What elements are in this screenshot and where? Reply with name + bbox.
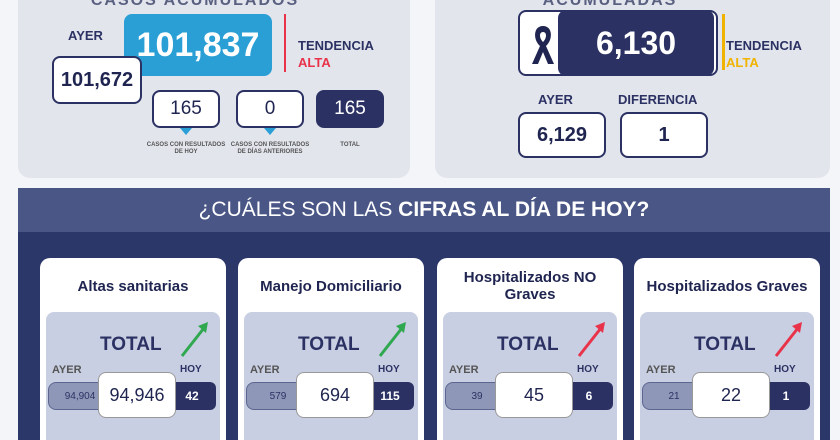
hoy-label: HOY bbox=[378, 364, 400, 375]
card-title: Hospitalizados Graves bbox=[646, 277, 808, 295]
ayer-label: AYER bbox=[449, 364, 479, 376]
trend-line bbox=[722, 14, 725, 70]
ayer-label: AYER bbox=[52, 364, 82, 376]
trend-value: ALTA bbox=[298, 55, 331, 70]
card: Hospitalizados NO Graves TOTAL AYER HOY 39 6 4… bbox=[437, 258, 623, 440]
hoy-label: HOY bbox=[577, 364, 599, 375]
cases-ayer: 101,672 bbox=[52, 56, 142, 104]
deaths-ayer: 6,129 bbox=[518, 112, 606, 158]
trend-label: TENDENCIA bbox=[298, 38, 374, 53]
today-title: ¿CUÁLES SON LAS bbox=[198, 198, 399, 221]
card: Altas sanitarias TOTAL AYER HOY 94,904 42 94,9… bbox=[40, 258, 226, 440]
ayer-label: AYER bbox=[538, 92, 573, 107]
total-label: TOTAL bbox=[497, 334, 559, 355]
card: Manejo Domiciliario TOTAL AYER HOY 579 115 694 bbox=[238, 258, 424, 440]
trend-line bbox=[284, 14, 286, 72]
deaths-total: 6,130 bbox=[558, 10, 714, 76]
total-value: 94,946 bbox=[98, 372, 176, 418]
total-value: 22 bbox=[692, 372, 770, 418]
total-value: 694 bbox=[296, 372, 374, 418]
box-pointer bbox=[264, 128, 276, 135]
hoy-value: 42 bbox=[168, 382, 216, 410]
box-pointer bbox=[180, 128, 192, 135]
today-header: ¿CUÁLES SON LAS CIFRAS AL DÍA DE HOY? bbox=[18, 188, 830, 232]
box-label: CASOS CON RESULTADOS DE HOY bbox=[146, 142, 226, 155]
deaths-title: ACUMULADAS bbox=[542, 0, 678, 9]
ayer-label: AYER bbox=[250, 364, 280, 376]
hoy-value: 6 bbox=[565, 382, 613, 410]
box-label: CASOS CON RESULTADOS DE DÍAS ANTERIORES bbox=[230, 142, 310, 155]
cases-title: CASOS ACUMULADOS bbox=[90, 0, 300, 9]
total-label: TOTAL bbox=[298, 334, 360, 355]
case-box: 0 bbox=[236, 90, 304, 128]
deaths-diferencia: 1 bbox=[620, 112, 708, 158]
hoy-label: HOY bbox=[180, 364, 202, 375]
hoy-value: 115 bbox=[366, 382, 414, 410]
trend-label: TENDENCIA bbox=[726, 38, 802, 53]
ribbon-icon bbox=[532, 26, 554, 64]
card: Hospitalizados Graves TOTAL AYER HOY 21 1 22 bbox=[634, 258, 820, 440]
card-title: Hospitalizados NO Graves bbox=[463, 269, 597, 303]
trend-arrow bbox=[577, 322, 605, 357]
ayer-label: AYER bbox=[68, 28, 103, 43]
cases-total: 101,837 bbox=[124, 14, 272, 76]
diferencia-label: DIFERENCIA bbox=[618, 92, 698, 107]
case-box: 165 bbox=[152, 90, 220, 128]
hoy-value: 1 bbox=[762, 382, 810, 410]
trend-arrow bbox=[378, 322, 406, 357]
ayer-label: AYER bbox=[646, 364, 676, 376]
card-title: Manejo Domiciliario bbox=[260, 277, 402, 295]
card-title: Altas sanitarias bbox=[77, 277, 189, 295]
trend-value: ALTA bbox=[726, 55, 759, 70]
trend-arrow bbox=[774, 322, 802, 357]
total-value: 45 bbox=[495, 372, 573, 418]
box-label: TOTAL bbox=[340, 142, 360, 148]
hoy-label: HOY bbox=[774, 364, 796, 375]
today-title-bold: CIFRAS AL DÍA DE HOY? bbox=[398, 198, 650, 221]
trend-arrow bbox=[180, 322, 208, 357]
case-box: 165 bbox=[316, 90, 384, 128]
total-label: TOTAL bbox=[100, 334, 162, 355]
total-label: TOTAL bbox=[694, 334, 756, 355]
